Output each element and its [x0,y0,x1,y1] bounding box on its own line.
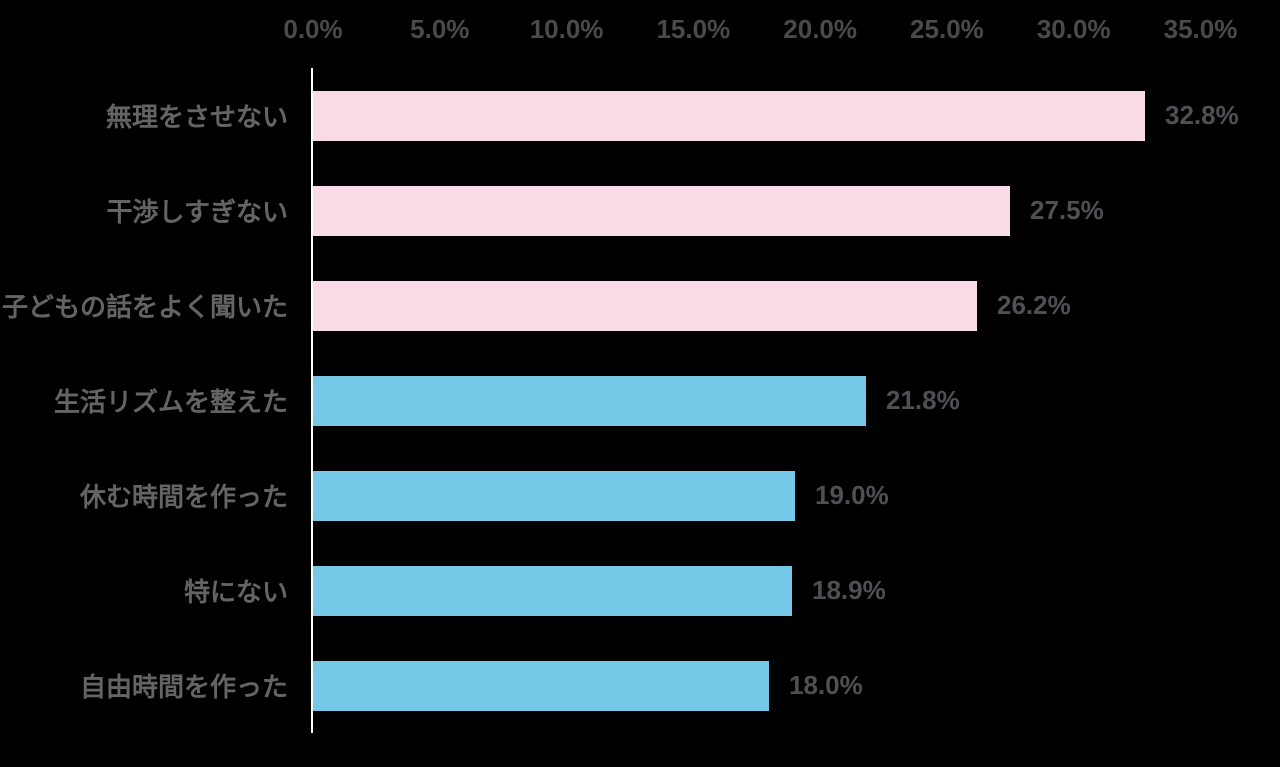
chart-row: 特にない 18.9% [0,543,1280,638]
category-label: 子どもの話をよく聞いた [1,292,288,322]
category-label: 特にない [183,577,288,607]
category-label: 無理をさせない [105,102,288,132]
value-label: 19.0% [815,480,889,510]
value-label: 27.5% [1030,195,1104,225]
value-label: 18.0% [789,670,863,700]
value-label: 26.2% [997,290,1071,320]
x-axis-tick-label: 25.0% [910,14,984,44]
bar [313,660,769,711]
bar [313,375,866,426]
chart-row: 生活リズムを整えた 21.8% [0,353,1280,448]
value-label: 21.8% [886,385,960,415]
value-label: 32.8% [1165,100,1239,130]
x-axis-tick-label: 10.0% [529,14,604,44]
x-axis-tick-label: 20.0% [783,14,858,44]
chart-row: 自由時間を作った 18.0% [0,638,1280,733]
x-axis-tick-label: 15.0% [656,14,731,44]
bar [313,90,1145,141]
y-axis-line [311,68,313,733]
bar [313,185,1010,236]
chart-row: 干渉しすぎない 27.5% [0,163,1280,258]
category-label: 干渉しすぎない [106,197,288,227]
x-axis-tick-label: 5.0% [410,14,470,44]
chart-row: 休む時間を作った 19.0% [0,448,1280,543]
bar [313,565,792,616]
category-label: 生活リズムを整えた [53,387,288,417]
value-label: 18.9% [812,575,886,605]
x-axis-tick-label: 0.0% [283,14,343,44]
x-axis-tick-label: 30.0% [1036,14,1111,44]
bar [313,470,795,521]
x-axis-tick-label: 35.0% [1163,14,1238,44]
bar [313,280,977,331]
category-label: 休む時間を作った [79,482,288,512]
category-label: 自由時間を作った [79,672,288,702]
chart-row: 子どもの話をよく聞いた 26.2% [0,258,1280,353]
chart-row: 無理をさせない 32.8% [0,68,1280,163]
